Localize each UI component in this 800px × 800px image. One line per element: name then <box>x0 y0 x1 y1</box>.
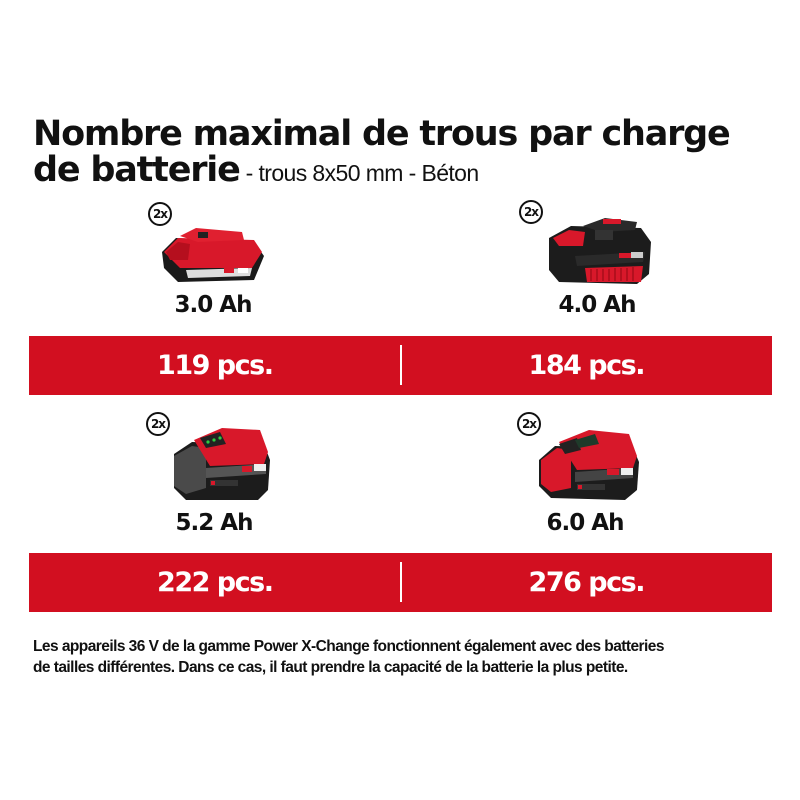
battery-icon <box>539 430 639 500</box>
footnote-line-2: de tailles différentes. Dans ce cas, il … <box>33 659 628 676</box>
divider <box>400 345 402 385</box>
battery-icon <box>174 428 270 500</box>
quantity-badge: 2x <box>148 202 172 226</box>
result-6ah: 276 pcs. <box>528 567 646 598</box>
result-bar-row-2: 222 pcs. 276 pcs. <box>29 553 772 612</box>
footnote-line-1: Les appareils 36 V de la gamme Power X-C… <box>33 638 664 655</box>
battery-icon <box>549 218 651 284</box>
result-4ah: 184 pcs. <box>528 350 646 381</box>
footnote: Les appareils 36 V de la gamme Power X-C… <box>33 636 793 678</box>
result-bar-row-1: 119 pcs. 184 pcs. <box>29 336 772 395</box>
capacity-label: 4.0 Ah <box>558 292 637 318</box>
result-3ah: 119 pcs. <box>157 350 274 381</box>
quantity-badge: 2x <box>519 200 543 224</box>
result-5-2ah: 222 pcs. <box>157 567 274 598</box>
quantity-badge: 2x <box>146 412 170 436</box>
battery-card-4ah: 2x 4.0 Ah <box>497 198 697 328</box>
title-subtitle: - trous 8x50 mm - Béton <box>245 160 480 186</box>
battery-card-5-2ah: 2x 5.2 Ah <box>114 408 314 538</box>
quantity-badge: 2x <box>517 412 541 436</box>
title-line-2-main: de batterie <box>33 150 241 190</box>
battery-card-3ah: 2x 3.0 Ah <box>113 198 313 328</box>
title-line-2: de batterie - trous 8x50 mm - Béton <box>33 152 793 191</box>
capacity-label: 3.0 Ah <box>174 292 253 318</box>
title-line-1: Nombre maximal de trous par charge <box>33 114 731 154</box>
capacity-label: 6.0 Ah <box>546 510 625 536</box>
capacity-label: 5.2 Ah <box>175 510 254 536</box>
battery-card-6ah: 2x 6.0 Ah <box>485 408 685 538</box>
divider <box>400 562 402 602</box>
page-title: Nombre maximal de trous par charge de ba… <box>33 116 793 191</box>
battery-icon <box>162 228 264 282</box>
